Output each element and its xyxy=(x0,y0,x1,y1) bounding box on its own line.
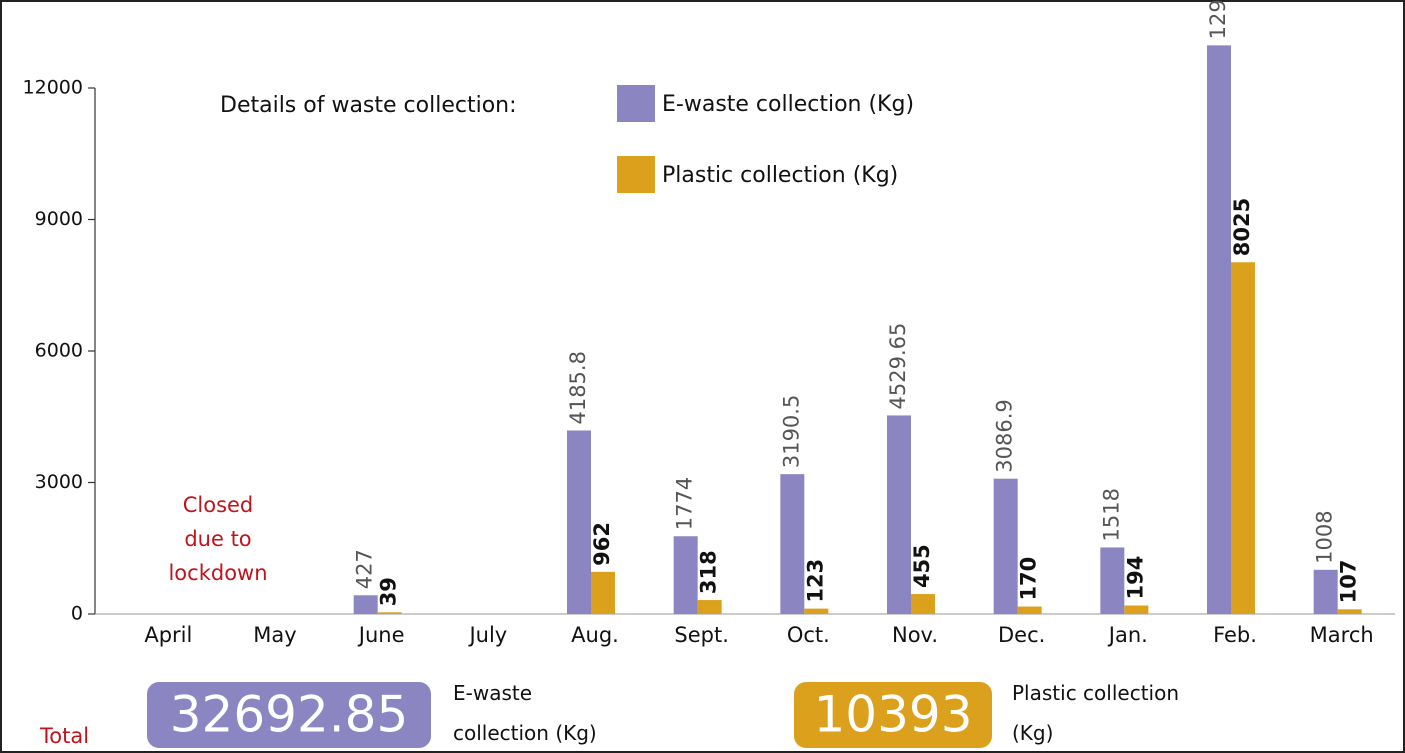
bar xyxy=(591,571,615,614)
value-label: 1774 xyxy=(673,477,697,530)
bar xyxy=(697,600,722,614)
total-caption: E-waste collection (Kg) xyxy=(453,681,597,745)
y-tick-label: 9000 xyxy=(35,208,83,230)
value-label: 1518 xyxy=(1099,488,1123,541)
y-tick-label: 0 xyxy=(71,603,83,625)
bar xyxy=(353,595,378,614)
total-box xyxy=(147,682,431,748)
value-label: 1008 xyxy=(1313,510,1337,563)
legend-swatch xyxy=(617,156,655,193)
bar xyxy=(1337,609,1362,614)
bar xyxy=(1124,605,1149,614)
bar xyxy=(1100,547,1125,614)
x-tick-label: July xyxy=(467,623,507,647)
bar xyxy=(804,608,829,614)
bar xyxy=(567,430,591,614)
x-tick-label: Jan. xyxy=(1107,623,1148,647)
annotation: due to xyxy=(184,527,251,551)
value-label: 427 xyxy=(353,549,377,589)
value-label: 194 xyxy=(1123,556,1147,600)
bar xyxy=(377,612,402,614)
bar xyxy=(673,536,698,614)
x-tick-label: Dec. xyxy=(998,623,1045,647)
bar xyxy=(1017,606,1042,614)
value-label: 170 xyxy=(1017,557,1041,601)
bar xyxy=(780,474,805,614)
total-box xyxy=(794,682,992,748)
x-tick-label: April xyxy=(144,623,192,647)
x-tick-label: March xyxy=(1310,623,1374,647)
annotation: Closed xyxy=(183,493,254,517)
legend-label: E-waste collection (Kg) xyxy=(662,92,914,117)
x-tick-label: Oct. xyxy=(787,623,830,647)
bar xyxy=(993,478,1018,614)
value-label: 962 xyxy=(590,522,614,566)
total-label: Total xyxy=(39,724,89,748)
legend-swatch xyxy=(617,85,655,122)
value-label: 12973 xyxy=(1206,0,1230,39)
legend-title: Details of waste collection: xyxy=(220,93,517,118)
total-caption: Plastic collection (Kg) xyxy=(1012,681,1180,745)
x-tick-label: Feb. xyxy=(1213,623,1257,647)
value-label: 4529.65 xyxy=(886,323,910,410)
bar xyxy=(911,594,935,614)
bar xyxy=(1231,262,1255,614)
total-value: 32692.85 xyxy=(170,686,409,744)
x-tick-label: Nov. xyxy=(892,623,938,647)
value-label: 4185.8 xyxy=(566,351,590,424)
x-tick-label: Sept. xyxy=(674,623,729,647)
x-tick-label: May xyxy=(253,623,296,647)
value-label: 455 xyxy=(910,544,934,588)
value-label: 3086.9 xyxy=(993,399,1017,472)
value-label: 123 xyxy=(803,559,827,603)
total-value: 10393 xyxy=(813,686,972,744)
value-label: 107 xyxy=(1337,559,1361,603)
bar xyxy=(887,415,911,614)
value-label: 3190.5 xyxy=(779,395,803,468)
legend-label: Plastic collection (Kg) xyxy=(662,163,898,188)
y-tick-label: 12000 xyxy=(23,77,83,99)
x-tick-label: Aug. xyxy=(571,623,619,647)
value-label: 318 xyxy=(697,550,721,594)
x-tick-label: June xyxy=(357,623,405,647)
bar xyxy=(1207,45,1231,615)
value-label: 8025 xyxy=(1230,198,1254,256)
y-tick-label: 6000 xyxy=(35,340,83,362)
bar xyxy=(1313,569,1338,614)
y-tick-label: 3000 xyxy=(35,471,83,493)
annotation: lockdown xyxy=(168,561,267,585)
value-label: 39 xyxy=(377,577,401,606)
